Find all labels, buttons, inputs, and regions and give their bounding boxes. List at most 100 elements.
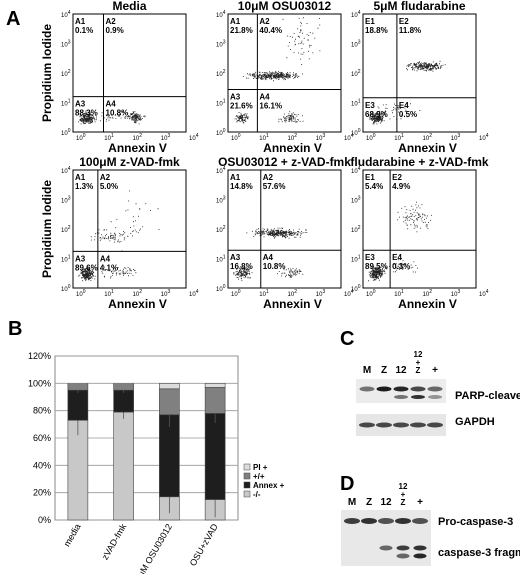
flow-plot-frame	[227, 13, 342, 133]
y-tick-label: 100	[61, 284, 71, 293]
y-tick-label: 102	[216, 69, 226, 78]
quadrant-percent: 1.3%	[75, 182, 93, 191]
x-tick-exponent: 4	[486, 133, 489, 139]
x-tick-label: 104	[479, 289, 489, 298]
stacked-bar-chart: 0% 20% 40% 60% 80% 100% 120% media zVAD-fmk 10μM …	[28, 351, 285, 574]
panel-label-a: A	[6, 8, 20, 30]
y-tick-exponent: 2	[68, 69, 71, 75]
x-tick-label: 104	[344, 133, 354, 142]
y-axis-label: Propidium Iodide	[40, 180, 54, 278]
gapdh-band	[427, 422, 443, 428]
x-tick-exponent: 3	[322, 133, 325, 139]
quadrant-name: A3	[230, 253, 241, 262]
legend-swatch	[243, 481, 251, 489]
quadrant-name: A1	[75, 17, 86, 26]
x-tick-exponent: 0	[373, 133, 376, 139]
y-tick-exponent: 1	[223, 99, 226, 105]
quadrant-percent: 11.8%	[399, 26, 421, 35]
x-tick-exponent: 2	[139, 289, 142, 295]
caspase-fragment-band	[413, 545, 427, 551]
quadrant-name: A1	[230, 17, 241, 26]
y-tick-exponent: 3	[223, 196, 226, 202]
quadrant-name: E4	[392, 253, 402, 262]
gapdh-band	[393, 422, 409, 428]
x-tick-label: 100	[76, 289, 86, 298]
x-tick-label: 104	[189, 289, 199, 298]
x-tick-label: 103	[316, 289, 326, 298]
x-tick-exponent: 0	[83, 289, 86, 295]
x-axis-label: Annexin V	[398, 141, 457, 155]
x-tick-exponent: 2	[429, 133, 432, 139]
panel-label-b: B	[8, 318, 22, 340]
lane-label: Z	[381, 365, 387, 376]
bar-segment-3	[159, 383, 180, 390]
y-tick-label: 100%	[28, 378, 51, 388]
y-tick-exponent: 0	[358, 284, 361, 290]
y-tick-label: 102	[61, 225, 71, 234]
y-tick-label: 100	[216, 128, 226, 137]
quadrant-percent: 57.6%	[263, 182, 286, 191]
quadrant-name: A4	[100, 254, 111, 263]
quadrant-percent: 0.1%	[75, 26, 93, 35]
x-axis-label: Annexin V	[108, 297, 167, 311]
x-tick-label: 103	[161, 289, 171, 298]
gapdh-band	[376, 422, 392, 428]
x-tick-label: 10μM OSU03012	[131, 522, 175, 574]
lane-label-part: +	[401, 490, 406, 499]
x-tick-exponent: 0	[83, 133, 86, 139]
flow-plot: MediaA10.1%A20.9%A388.3%A410.8%104103102…	[40, 0, 199, 155]
quadrant-percent: 88.3%	[75, 109, 98, 118]
x-tick-exponent: 0	[373, 289, 376, 295]
quadrant-name: A1	[75, 173, 86, 182]
quadrant-name: A1	[230, 173, 241, 182]
y-tick-exponent: 0	[223, 284, 226, 290]
x-tick-label: 100	[366, 289, 376, 298]
x-tick-exponent: 3	[167, 133, 170, 139]
band-label: GAPDH	[455, 416, 495, 428]
x-tick-exponent: 3	[322, 289, 325, 295]
y-tick-label: 104	[351, 10, 361, 19]
x-tick-label: 100	[366, 133, 376, 142]
x-tick-exponent: 2	[294, 289, 297, 295]
x-tick-exponent: 1	[111, 289, 114, 295]
pro-caspase-band	[412, 518, 428, 524]
flow-events	[368, 201, 432, 282]
y-tick-label: 100	[61, 128, 71, 137]
flow-events	[78, 110, 146, 125]
panel-label-c: C	[340, 328, 354, 350]
x-tick-exponent: 4	[351, 289, 354, 295]
x-tick-label: 101	[394, 133, 404, 142]
pro-caspase-band	[395, 518, 411, 524]
x-tick-label: media	[62, 522, 83, 548]
flow-plot-frame	[72, 13, 187, 133]
flow-plot: fludarabine + z-VAD-fmk E15.4% E24.9% E389.…	[350, 155, 488, 311]
lane-label: 12	[395, 365, 407, 376]
x-tick-exponent: 2	[429, 289, 432, 295]
y-tick-label: 100	[216, 284, 226, 293]
quadrant-name: A3	[230, 93, 241, 102]
flow-plot-title: OSU03012 + z-VAD-fmk	[218, 155, 351, 169]
x-axis-label: Annexin V	[108, 141, 167, 155]
y-tick-exponent: 0	[68, 128, 71, 134]
band-label: PARP-cleaved form	[455, 390, 520, 402]
lane-label: +	[417, 497, 423, 508]
legend-label: +/+	[253, 472, 265, 481]
flow-plot-frame	[362, 169, 477, 289]
quadrant-name: E2	[399, 17, 409, 26]
y-axis-label: Propidium Iodide	[40, 24, 54, 122]
quadrant-name: E1	[365, 173, 375, 182]
y-tick-label: 103	[216, 196, 226, 205]
y-tick-label: 103	[61, 40, 71, 49]
quadrant-name: E1	[365, 17, 375, 26]
quadrant-percent: 16.1%	[259, 102, 282, 111]
y-tick-exponent: 1	[68, 99, 71, 105]
quadrant-name: A3	[75, 254, 86, 263]
quadrant-name: A4	[263, 253, 274, 262]
y-tick-label: 100	[351, 284, 361, 293]
x-axis-label: Annexin V	[263, 141, 322, 155]
parp-band	[410, 386, 426, 392]
y-tick-exponent: 4	[223, 10, 226, 16]
x-tick-label: 101	[104, 289, 114, 298]
